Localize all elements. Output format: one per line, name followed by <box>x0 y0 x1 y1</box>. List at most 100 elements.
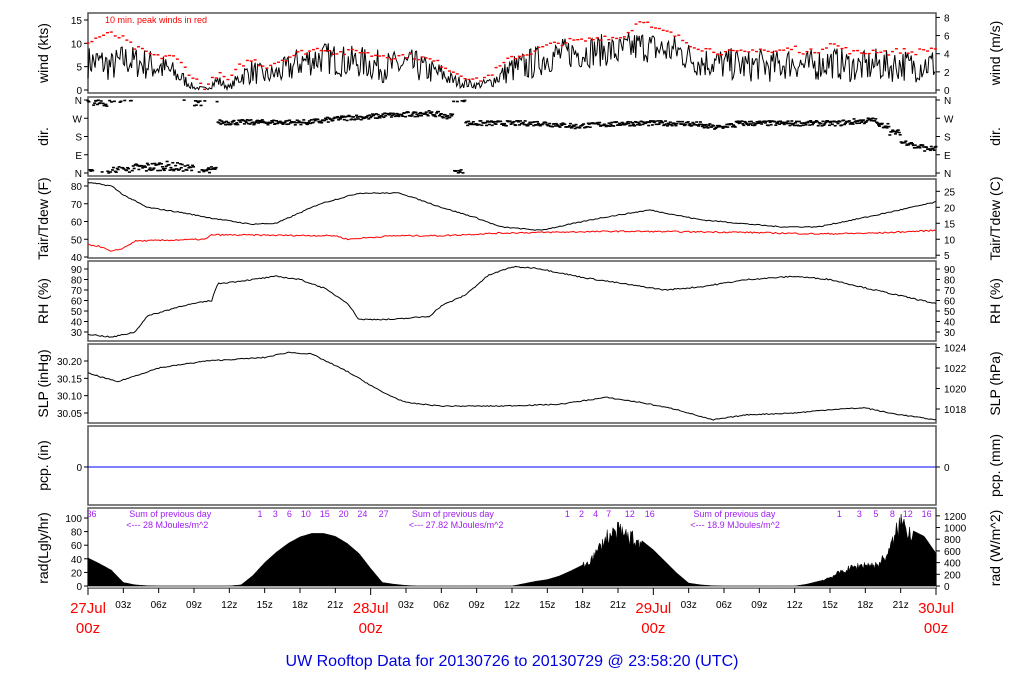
wind-peak-mark <box>883 50 887 52</box>
wind-dir-point <box>882 126 886 129</box>
wind-dir-point <box>98 102 102 104</box>
wind-dir-point <box>809 120 813 122</box>
wind-dir-point <box>810 121 814 124</box>
wind-peak-mark <box>129 41 133 43</box>
wind-peak-mark <box>455 73 459 75</box>
wind-peak-mark <box>583 40 587 42</box>
wind-dir-point <box>471 121 475 123</box>
daily-sum-value: <--- 18.9 MJoules/m^2 <box>690 520 780 530</box>
wind-peak-mark <box>821 48 825 51</box>
wind-dir-point <box>740 120 744 122</box>
wind-peak-mark <box>498 65 502 67</box>
wind-peak-mark <box>191 77 195 79</box>
temp-left-tick-label: 60 <box>71 218 83 229</box>
wind-dir-point <box>244 121 248 124</box>
wind-dir-point <box>582 123 586 125</box>
wind-dir-point <box>794 121 798 124</box>
daily-sum-value: <--- 28 MJoules/m^2 <box>126 520 208 530</box>
wind-dir-point <box>619 123 623 126</box>
wind-dir-point <box>308 122 312 125</box>
wind-dir-point <box>332 117 336 120</box>
wind-dir-point <box>697 125 701 127</box>
wind-dir-point <box>738 121 742 124</box>
wind-peak-mark <box>762 49 766 51</box>
radiation-hour-mark: 20 <box>339 509 349 519</box>
wind-dir-point <box>196 101 200 104</box>
wind-peak-mark <box>409 52 413 55</box>
wind-dir-point <box>573 127 577 130</box>
wind-dir-point <box>777 120 781 123</box>
wind-peak-mark <box>378 55 381 57</box>
wind-dir-point <box>224 123 228 126</box>
wind-dir-point <box>806 121 810 124</box>
wind-peak-mark <box>405 57 409 59</box>
wind-dir-point <box>212 167 216 169</box>
wind-dir-point <box>245 119 249 121</box>
wind-peak-mark <box>187 74 191 76</box>
wind-dir-point <box>502 124 506 127</box>
wind-dir-point <box>341 115 345 118</box>
wind-dir-point <box>219 123 223 125</box>
wind-peak-mark <box>696 48 700 51</box>
wind-peak-mark <box>731 49 735 52</box>
wind-dir-point <box>401 115 405 118</box>
wind-dir-point <box>741 123 745 125</box>
wind-dir-point <box>670 124 674 127</box>
wind-dir-point <box>366 114 370 117</box>
wind-dir-point <box>646 121 650 123</box>
wind-dir-point <box>813 121 817 123</box>
temp-left-tick-label: 40 <box>71 253 83 264</box>
wind-dir-point <box>888 134 892 136</box>
wind-dir-point <box>309 119 313 121</box>
wind-dir-point <box>192 104 196 107</box>
wind-dir-point <box>524 123 528 126</box>
wind-dir-point <box>624 123 628 125</box>
dir-left-axis-title: dir. <box>35 127 51 146</box>
wind-peak-mark <box>622 36 626 38</box>
wind-dir-point <box>712 125 716 127</box>
wind-dir-point <box>344 115 348 118</box>
wind-dir-point <box>517 120 521 123</box>
wind-dir-point <box>866 117 870 120</box>
wind-dir-point <box>603 124 607 127</box>
wind-dir-point <box>717 124 721 127</box>
wind-peak-mark <box>809 48 813 50</box>
wind-peak-mark <box>618 37 622 39</box>
wind-peak-mark <box>832 43 836 45</box>
wind-dir-point <box>534 124 538 126</box>
wind-dir-point <box>373 117 377 119</box>
wind-peak-mark <box>887 54 891 56</box>
wind-dir-point <box>637 122 641 125</box>
wind-dir-point <box>465 120 469 123</box>
wind-peak-mark <box>230 74 234 76</box>
wind-dir-point <box>484 121 488 124</box>
wind-dir-point <box>426 114 430 117</box>
wind-dir-point <box>893 130 897 133</box>
wind-dir-point <box>238 119 242 122</box>
wind-peak-mark <box>677 34 681 36</box>
wind-dir-point <box>104 103 108 106</box>
temp-right-tick-label: 25 <box>944 187 956 198</box>
wind-dir-point <box>126 166 130 169</box>
slp-right-tick-label: 1020 <box>944 385 967 396</box>
wind-dir-point <box>694 124 698 126</box>
wind-dir-point <box>248 123 252 125</box>
wind-peak-mark <box>789 48 793 51</box>
wind-peak-mark <box>144 50 148 52</box>
day-label-time: 00z <box>76 620 100 637</box>
radiation-hour-mark: 8 <box>890 509 895 519</box>
wind-dir-point <box>604 125 608 128</box>
wind-dir-point <box>776 121 780 124</box>
wind-dir-point <box>661 121 665 124</box>
wind-peak-mark <box>786 47 790 49</box>
wind-dir-point <box>93 102 97 104</box>
daily-sum-label: Sum of previous day <box>693 509 776 519</box>
wind-dir-point <box>157 163 161 166</box>
wind-dir-point <box>335 116 339 119</box>
wind-dir-point <box>763 122 767 124</box>
wind-dir-point <box>281 123 285 126</box>
wind-peak-mark <box>253 59 257 61</box>
wind-dir-point <box>143 166 147 168</box>
wind-peak-mark <box>308 50 312 52</box>
rh-right-tick-label: 80 <box>944 276 956 287</box>
